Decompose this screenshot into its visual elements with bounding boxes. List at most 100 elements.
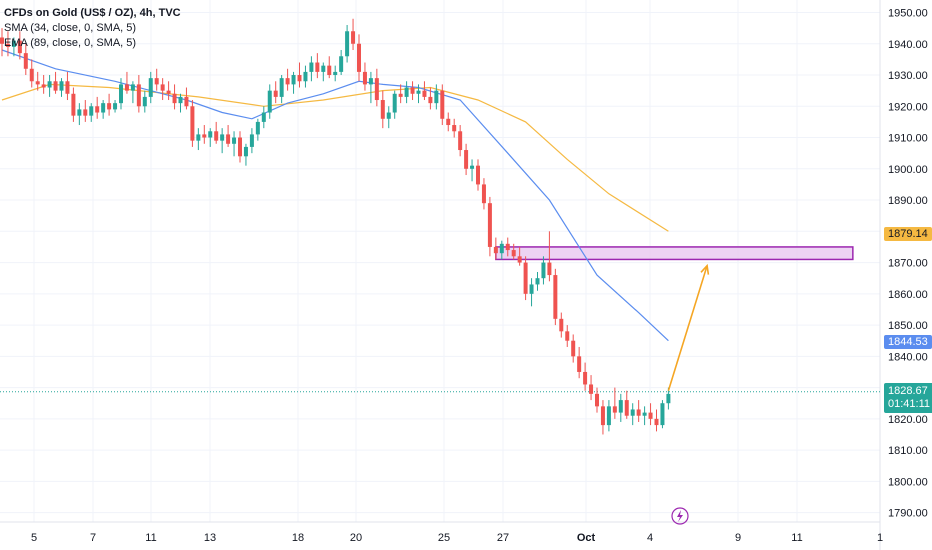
candle: [517, 246, 522, 266]
candle: [267, 84, 272, 119]
candle: [214, 121, 219, 144]
price-tick-label: 1820.00: [888, 414, 928, 426]
candle-body: [291, 75, 296, 85]
candle-body: [71, 93, 76, 116]
candle-body: [511, 250, 516, 257]
candle: [11, 37, 16, 57]
candle-body: [107, 103, 112, 110]
lightning-icon[interactable]: [671, 507, 689, 525]
candle-body: [618, 400, 623, 413]
candle-body: [535, 278, 540, 285]
candle: [160, 78, 165, 101]
candle: [53, 71, 58, 94]
candle: [505, 237, 510, 257]
candle: [386, 106, 391, 129]
candle-body: [184, 96, 189, 107]
candle: [297, 62, 302, 88]
candle-body: [327, 65, 332, 76]
candle-body: [297, 75, 302, 82]
time-tick-label: 11: [145, 532, 156, 544]
projection-arrow: [667, 263, 710, 391]
candle: [470, 159, 475, 182]
candle-body: [493, 246, 498, 254]
candle-body: [261, 112, 266, 122]
candle: [71, 87, 76, 122]
candle: [315, 53, 320, 79]
candle-body: [47, 81, 52, 88]
candle-body: [232, 137, 237, 144]
candle-body: [464, 150, 469, 169]
candle: [255, 118, 260, 141]
symbol-title: CFDs on Gold (US$ / OZ), 4h, TVC: [4, 7, 181, 19]
candle: [95, 96, 100, 119]
candle: [154, 68, 159, 91]
candle-body: [571, 340, 576, 357]
candle: [630, 403, 635, 426]
candle: [41, 75, 46, 94]
candle: [612, 387, 617, 419]
candle: [273, 81, 278, 104]
candle-body: [476, 165, 480, 185]
sma-34-line: [1, 49, 669, 342]
candle: [243, 143, 248, 166]
candle: [351, 18, 356, 51]
candle-body: [303, 71, 308, 82]
candle-body: [452, 125, 457, 132]
candle-body: [648, 412, 653, 419]
countdown-timer: 01:41:11: [888, 398, 931, 410]
candle: [279, 75, 284, 104]
candle-body: [470, 165, 475, 169]
candle: [172, 84, 177, 110]
projection-arrowhead: [700, 263, 710, 275]
candle-body: [113, 103, 118, 110]
candle: [166, 81, 171, 101]
price-tick-label: 1790.00: [888, 508, 928, 520]
candle: [5, 31, 10, 57]
candle: [220, 128, 225, 154]
candle: [380, 90, 385, 129]
candle: [434, 84, 439, 110]
price-tick-label: 1850.00: [888, 320, 928, 332]
candle: [499, 240, 504, 260]
time-tick-label: 13: [204, 532, 216, 544]
projection-line: [667, 265, 708, 391]
candle: [113, 100, 118, 113]
candle-body: [481, 184, 486, 204]
candle: [368, 71, 373, 104]
candle: [535, 271, 540, 291]
candle-body: [392, 93, 397, 113]
candle-body: [440, 90, 445, 119]
candle: [202, 125, 207, 144]
moving-average-lines: [0, 49, 880, 393]
candle: [487, 196, 492, 257]
candle: [83, 100, 88, 122]
candle-body: [410, 87, 415, 94]
time-tick-label: 1: [877, 532, 883, 544]
time-tick-label: 27: [497, 532, 509, 544]
candle-body: [559, 318, 564, 332]
candle: [333, 65, 338, 82]
candle-body: [208, 131, 213, 138]
candle-body: [249, 134, 254, 147]
candle: [523, 256, 528, 301]
candle-body: [220, 134, 225, 141]
price-tick-label: 1810.00: [888, 445, 928, 457]
candle-body: [606, 406, 611, 426]
candle-body: [398, 93, 403, 97]
candle-body: [29, 68, 34, 82]
time-tick-label: 20: [350, 532, 362, 544]
candle: [89, 103, 94, 122]
candle: [571, 334, 576, 363]
candle: [636, 400, 641, 422]
candle: [446, 112, 451, 132]
candle-body: [589, 384, 594, 394]
time-tick-label: 5: [31, 532, 37, 544]
candle: [565, 325, 570, 347]
candle: [374, 68, 379, 107]
candle-body: [214, 131, 219, 141]
candle: [208, 128, 213, 147]
candle-body: [142, 96, 147, 107]
candle-body: [529, 284, 534, 294]
candle-body: [119, 84, 123, 104]
